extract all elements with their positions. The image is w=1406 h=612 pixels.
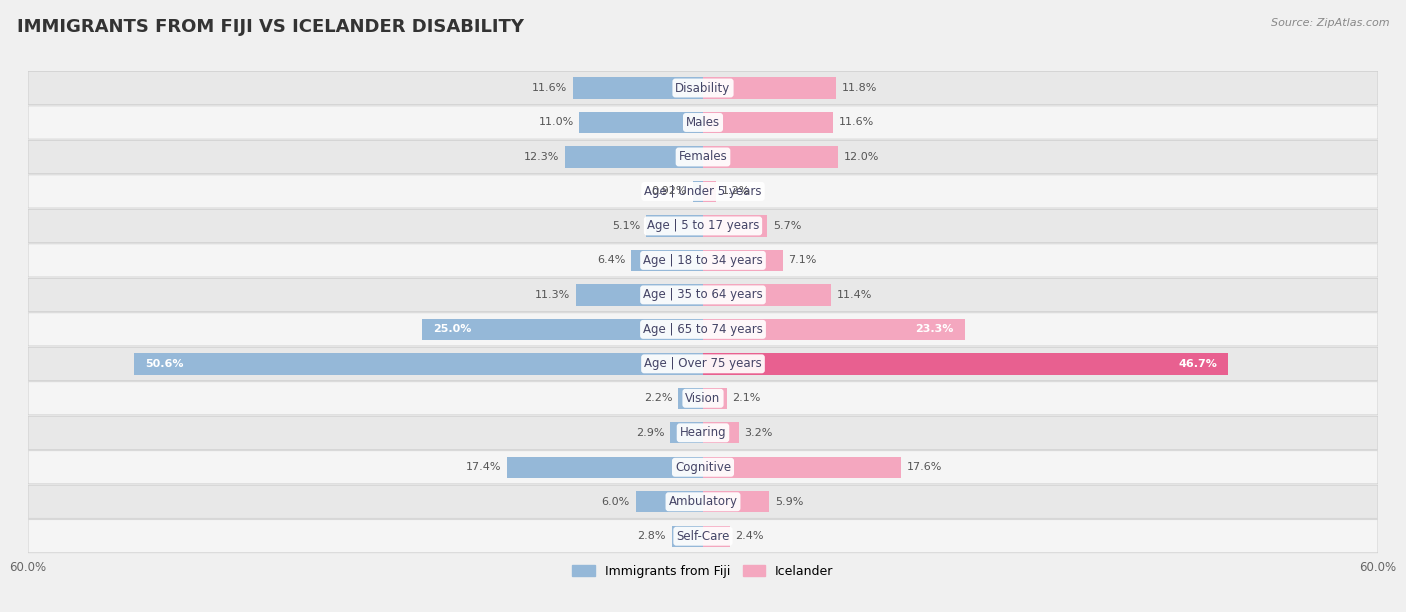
Bar [693,181,703,202]
Text: 46.7%: 46.7% [1178,359,1218,369]
Bar [703,215,768,237]
Bar [576,284,703,305]
Text: Source: ZipAtlas.com: Source: ZipAtlas.com [1271,18,1389,28]
Bar [703,284,831,305]
Bar [703,526,730,547]
Text: IMMIGRANTS FROM FIJI VS ICELANDER DISABILITY: IMMIGRANTS FROM FIJI VS ICELANDER DISABI… [17,18,524,36]
Text: Cognitive: Cognitive [675,461,731,474]
FancyBboxPatch shape [28,347,1378,381]
Text: 12.0%: 12.0% [844,152,879,162]
Bar [636,491,703,512]
Text: 7.1%: 7.1% [789,255,817,266]
Text: 23.3%: 23.3% [915,324,953,334]
Bar [422,319,703,340]
Bar [565,146,703,168]
Text: Vision: Vision [685,392,721,405]
Text: 17.6%: 17.6% [907,462,942,472]
FancyBboxPatch shape [28,450,1378,484]
Text: Age | 5 to 17 years: Age | 5 to 17 years [647,220,759,233]
Bar [671,422,703,444]
FancyBboxPatch shape [28,106,1378,139]
Bar [703,250,783,271]
FancyBboxPatch shape [28,382,1378,415]
Text: Self-Care: Self-Care [676,530,730,543]
Text: 2.2%: 2.2% [644,394,672,403]
Text: 5.7%: 5.7% [773,221,801,231]
Bar [579,112,703,133]
Text: 11.0%: 11.0% [538,118,574,127]
Text: Age | 18 to 34 years: Age | 18 to 34 years [643,254,763,267]
Text: 12.3%: 12.3% [523,152,560,162]
Text: 11.6%: 11.6% [839,118,875,127]
Text: 5.1%: 5.1% [612,221,640,231]
Bar [703,491,769,512]
FancyBboxPatch shape [28,278,1378,312]
Bar [703,387,727,409]
Text: 11.4%: 11.4% [837,290,872,300]
FancyBboxPatch shape [28,175,1378,208]
Bar [134,353,703,375]
Text: Disability: Disability [675,81,731,94]
Bar [703,77,835,99]
Text: 11.6%: 11.6% [531,83,567,93]
Text: 5.9%: 5.9% [775,497,803,507]
Bar [645,215,703,237]
Text: Hearing: Hearing [679,427,727,439]
Text: 3.2%: 3.2% [745,428,773,438]
FancyBboxPatch shape [28,209,1378,242]
FancyBboxPatch shape [28,140,1378,174]
Text: Age | Under 5 years: Age | Under 5 years [644,185,762,198]
Text: 2.1%: 2.1% [733,394,761,403]
Text: 17.4%: 17.4% [467,462,502,472]
Text: Males: Males [686,116,720,129]
FancyBboxPatch shape [28,72,1378,105]
Text: Females: Females [679,151,727,163]
Text: 0.92%: 0.92% [651,187,688,196]
FancyBboxPatch shape [28,244,1378,277]
Text: Age | Over 75 years: Age | Over 75 years [644,357,762,370]
Text: 2.9%: 2.9% [637,428,665,438]
Text: 11.3%: 11.3% [536,290,571,300]
FancyBboxPatch shape [28,313,1378,346]
Text: 2.4%: 2.4% [735,531,763,541]
Bar [631,250,703,271]
Bar [703,181,717,202]
Text: Age | 65 to 74 years: Age | 65 to 74 years [643,323,763,336]
Text: 1.2%: 1.2% [723,187,751,196]
FancyBboxPatch shape [28,520,1378,553]
Text: Age | 35 to 64 years: Age | 35 to 64 years [643,288,763,301]
Text: Ambulatory: Ambulatory [668,495,738,508]
Bar [703,353,1229,375]
Bar [703,112,834,133]
Text: 11.8%: 11.8% [841,83,877,93]
Bar [572,77,703,99]
Bar [678,387,703,409]
Text: 2.8%: 2.8% [637,531,666,541]
Text: 6.0%: 6.0% [602,497,630,507]
Bar [508,457,703,478]
Text: 50.6%: 50.6% [145,359,184,369]
Bar [703,457,901,478]
Text: 25.0%: 25.0% [433,324,471,334]
Bar [672,526,703,547]
Legend: Immigrants from Fiji, Icelander: Immigrants from Fiji, Icelander [572,565,834,578]
Bar [703,146,838,168]
FancyBboxPatch shape [28,485,1378,518]
FancyBboxPatch shape [28,416,1378,449]
Bar [703,319,965,340]
Bar [703,422,740,444]
Text: 6.4%: 6.4% [598,255,626,266]
